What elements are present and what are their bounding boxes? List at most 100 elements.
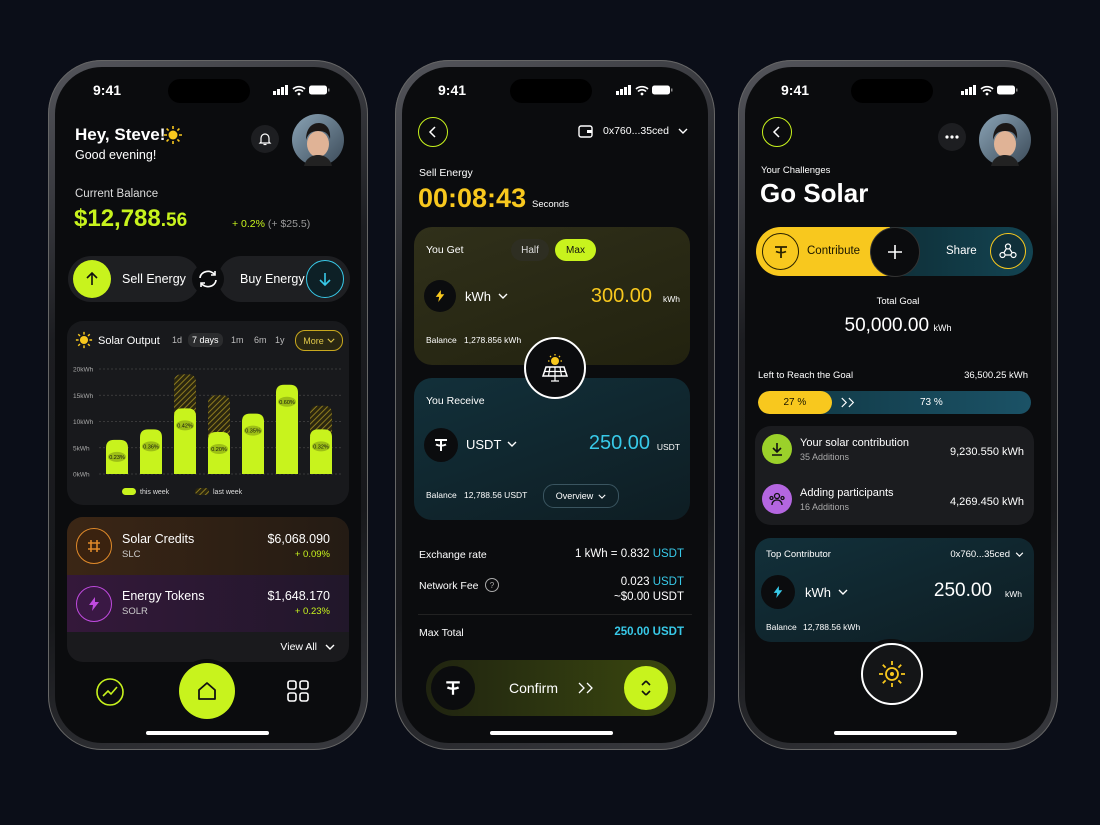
icon-part	[541, 366, 569, 377]
period-tab[interactable]: 1d	[172, 335, 183, 345]
chevron	[498, 293, 508, 299]
phone-challenge: 9:41 Your Challenges Go Solar Contribute…	[738, 60, 1058, 750]
asset-select[interactable]: kWh	[805, 585, 831, 600]
tether-glyph	[435, 439, 447, 451]
overview-button[interactable]: Overview	[543, 484, 619, 508]
bar-label-bg	[278, 396, 296, 407]
balance-change: + 0.2% (+ $25.5)	[232, 218, 310, 230]
icon-part	[292, 85, 306, 93]
nav-grid[interactable]	[286, 679, 310, 703]
period-tab[interactable]: 6m	[254, 335, 267, 345]
stat-sub: 16 Additions	[800, 502, 850, 512]
period-tab[interactable]: 1m	[231, 335, 244, 345]
icon-part	[299, 680, 309, 690]
icon-part	[838, 589, 848, 595]
swap-arrows	[199, 270, 217, 288]
screen: 9:41 Hey, Steve! Good evening! Current B…	[55, 67, 361, 743]
fee-unit: USDT	[652, 576, 684, 588]
icon-part	[544, 366, 566, 382]
kwh-icon	[424, 280, 456, 312]
screen: 9:41 0x760...35ced Sell Energy 00:08:43 …	[402, 67, 708, 743]
wallet-address[interactable]: 0x760...35ced	[950, 549, 1010, 560]
icon-part	[507, 441, 517, 447]
option-max[interactable]: Max	[555, 239, 596, 261]
subtitle: Good evening!	[75, 148, 157, 162]
icon-part	[328, 88, 330, 92]
avatar[interactable]	[292, 114, 344, 166]
asset-change: + 0.09%	[294, 549, 330, 560]
balance-label: Balance	[426, 335, 457, 345]
back-button[interactable]	[418, 117, 448, 147]
avatar[interactable]	[979, 114, 1031, 166]
left-value: 36,500.25 kWh	[964, 370, 1028, 381]
icon-part	[671, 88, 673, 92]
icon-part	[969, 87, 972, 95]
asset-value: $6,068.090	[267, 532, 330, 546]
chevron	[598, 494, 606, 499]
period-tab[interactable]: 7 days	[188, 333, 223, 347]
bell-icon	[258, 133, 272, 146]
icon-part	[999, 243, 1017, 259]
more-button[interactable]	[938, 123, 966, 151]
dynamic-island	[510, 79, 592, 103]
icon-part	[435, 290, 445, 302]
nav-stats[interactable]	[95, 677, 125, 707]
rate-label: Exchange rate	[419, 549, 487, 561]
balance-label: Balance	[766, 622, 797, 632]
bell-button[interactable]	[251, 125, 279, 153]
sun-icon	[879, 661, 905, 687]
amount: 250.00	[588, 432, 650, 454]
wallet-address[interactable]: 0x760...35ced	[603, 125, 669, 137]
chart-title: Solar Output	[98, 335, 160, 347]
icon-part	[309, 85, 327, 95]
help-icon[interactable]: ?	[485, 578, 499, 592]
total: 250.00 USDT	[614, 626, 684, 638]
icon-part	[991, 155, 1019, 166]
asset-row[interactable]	[67, 517, 349, 575]
icon-part	[297, 92, 301, 96]
divider	[418, 614, 692, 615]
bolt-glyph	[773, 586, 783, 598]
bar	[174, 408, 196, 474]
icon-part	[258, 133, 272, 144]
icon-part	[769, 492, 785, 506]
swap-icon[interactable]	[192, 263, 224, 295]
icon-part	[168, 130, 178, 140]
asset-change: + 0.23%	[294, 606, 330, 617]
balance-value: 12,788.56 USDT	[464, 490, 528, 500]
avatar-face	[304, 123, 332, 166]
more-button[interactable]: More	[295, 330, 343, 351]
asset-value: $1,648.170	[267, 589, 330, 603]
balance-whole: $12,788	[74, 205, 161, 232]
option-half[interactable]: Half	[511, 239, 549, 261]
people-glyph	[769, 492, 785, 506]
arrow-up	[86, 271, 98, 285]
icon-part	[774, 245, 787, 258]
sun-button[interactable]	[861, 643, 923, 705]
asset-select[interactable]: kWh	[465, 289, 491, 304]
dots	[945, 135, 959, 139]
goal-value: 50,000.00	[844, 315, 930, 336]
view-all[interactable]: View All	[280, 641, 335, 653]
bar-label: 0.35%	[245, 429, 261, 435]
y-tick-label: 5kWh	[73, 445, 90, 452]
nav-home[interactable]	[179, 663, 235, 719]
add-button[interactable]	[870, 227, 920, 277]
icon-part	[164, 126, 182, 144]
back-button[interactable]	[762, 117, 792, 147]
asset-row[interactable]	[67, 575, 349, 632]
slider-end	[624, 666, 668, 710]
period-tab[interactable]: 1y	[275, 335, 285, 345]
icon-part	[304, 155, 332, 166]
asset-symbol: SLC	[122, 549, 141, 560]
icon-part	[96, 678, 124, 706]
goal-label: Total Goal	[876, 296, 920, 307]
share-glyph	[999, 243, 1017, 259]
slider-knob[interactable]	[431, 666, 475, 710]
bar	[310, 429, 332, 474]
asset-select[interactable]: USDT	[466, 437, 502, 452]
icon-part	[678, 128, 688, 134]
grid-glyph	[88, 540, 100, 552]
balance-value: 1,278.856 kWh	[464, 335, 522, 345]
